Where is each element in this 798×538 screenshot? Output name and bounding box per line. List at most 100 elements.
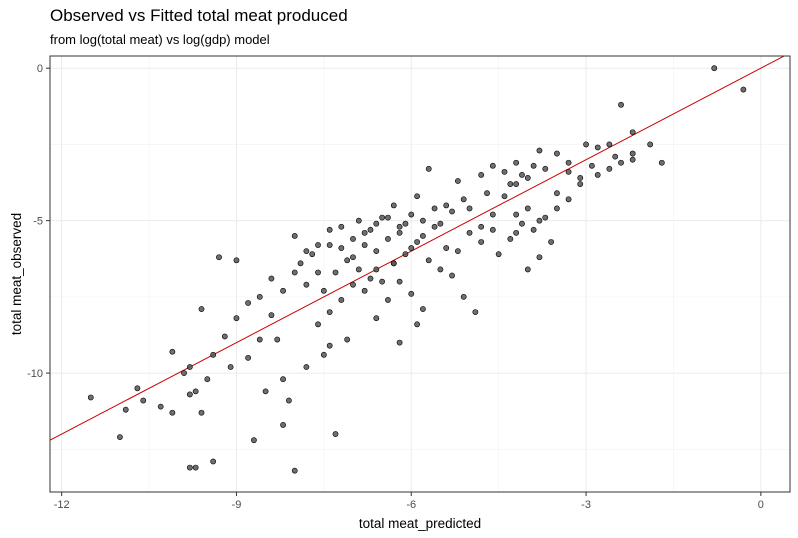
data-point [420, 306, 426, 312]
data-point [612, 153, 619, 160]
data-point [513, 181, 520, 187]
x-tick-label: -9 [232, 499, 242, 511]
data-point [198, 409, 205, 416]
data-point [280, 287, 286, 294]
data-point [489, 162, 496, 169]
data-point [420, 232, 426, 239]
data-point [390, 260, 397, 267]
data-point [227, 364, 234, 370]
data-point [186, 391, 193, 398]
data-point [350, 281, 356, 288]
data-point [460, 196, 467, 203]
data-point [519, 220, 525, 227]
data-point [315, 269, 321, 276]
data-point [315, 321, 321, 328]
data-point [262, 388, 269, 395]
data-point [268, 275, 275, 282]
data-point [338, 223, 345, 230]
x-tick-label: -3 [581, 499, 591, 511]
points-layer [87, 65, 747, 474]
data-point [565, 168, 572, 175]
data-point [489, 226, 496, 233]
data-point [548, 239, 555, 245]
data-point [577, 181, 584, 187]
data-point [536, 147, 543, 154]
x-tick-label: -6 [406, 499, 416, 511]
data-point [303, 364, 310, 370]
data-point [326, 309, 333, 316]
data-point [542, 214, 549, 221]
data-point [425, 257, 432, 264]
data-point [478, 223, 485, 230]
data-point [472, 309, 479, 316]
data-point [373, 220, 380, 227]
panel-border [49, 55, 791, 493]
data-point [629, 156, 636, 163]
data-point [315, 242, 321, 248]
data-point [554, 205, 560, 212]
data-point [396, 339, 403, 346]
data-point [186, 464, 193, 471]
data-point [350, 236, 356, 242]
data-point [554, 150, 560, 157]
data-point [169, 409, 176, 416]
data-point [420, 217, 426, 224]
data-point [326, 226, 333, 233]
data-point [245, 300, 252, 306]
data-point [268, 312, 275, 319]
data-point [233, 315, 240, 322]
data-point [87, 394, 94, 401]
data-point [478, 172, 485, 178]
data-point [489, 211, 496, 218]
data-point [256, 336, 263, 343]
data-point [594, 144, 601, 151]
data-point [303, 281, 310, 288]
data-point [478, 239, 485, 245]
data-point [221, 333, 228, 340]
data-point [367, 226, 374, 233]
data-point [297, 260, 304, 267]
data-point [326, 342, 333, 349]
data-point [583, 141, 589, 148]
data-point [565, 159, 572, 166]
data-point [431, 205, 438, 212]
data-point [711, 65, 718, 72]
data-point [443, 245, 450, 251]
data-point [513, 229, 520, 236]
data-point [513, 159, 520, 166]
data-point [157, 403, 164, 410]
x-axis-title: total meat_predicted [359, 516, 481, 531]
data-point [414, 239, 420, 245]
data-point [385, 214, 391, 221]
data-point [344, 257, 351, 264]
data-point [320, 287, 327, 294]
data-point [449, 272, 455, 279]
data-point [291, 232, 298, 239]
data-point [291, 467, 298, 474]
data-point [629, 150, 636, 157]
data-point [454, 248, 461, 255]
data-point [594, 172, 601, 178]
data-point [396, 223, 403, 230]
data-point [466, 205, 473, 212]
data-point [577, 175, 584, 181]
data-point [338, 245, 345, 251]
data-point [122, 406, 129, 413]
data-point [647, 141, 654, 148]
fit-line-layer [50, 56, 786, 441]
data-point [210, 458, 217, 465]
data-point [361, 287, 368, 294]
data-point [210, 351, 217, 358]
data-point [454, 178, 461, 184]
data-point [367, 275, 374, 282]
data-point [134, 385, 141, 392]
data-point [332, 431, 339, 437]
data-point [414, 193, 420, 200]
x-tick-label: 0 [758, 499, 764, 511]
data-point [402, 251, 409, 258]
data-point [402, 220, 409, 227]
data-point [355, 266, 362, 273]
axis-layer: -12 -9 -6 -3 0 -10 -5 0 [27, 55, 791, 511]
data-point [524, 205, 531, 212]
data-point [530, 226, 537, 233]
